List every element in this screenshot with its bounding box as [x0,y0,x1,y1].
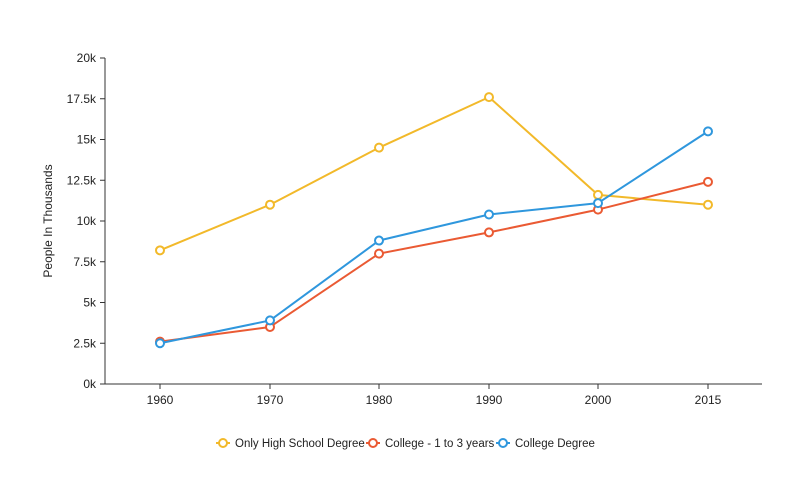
series-3 [155,126,713,349]
legend-item: Only High School Degree [216,438,365,450]
legend: Only High School Degree College - 1 to 3 … [216,438,595,450]
x-tick-label: 1960 [147,393,174,407]
ticks: 0k 2.5k 5k 7.5k 10k 12.5k 15k 17.5k 20k 1960 1970 1… [67,51,722,407]
series-layer [155,92,713,349]
legend-item: College - 1 to 3 years [366,438,495,450]
data-point [703,126,713,137]
data-point [593,198,603,209]
series-line [159,180,709,343]
x-tick-label: 1970 [257,393,284,407]
data-point [703,176,713,187]
data-point [593,189,603,200]
legend-swatch-marker [498,438,508,448]
legend-label: College Degree [515,438,595,450]
series-line [159,96,709,252]
y-axis-title: People In Thousands [41,164,55,277]
y-tick-label: 12.5k [67,173,97,187]
y-tick-label: 0k [83,377,97,391]
legend-swatch-marker [218,438,228,448]
x-tick-label: 1980 [366,393,393,407]
data-point [374,235,384,246]
data-point [703,199,713,210]
data-point [265,199,275,210]
y-tick-label: 10k [77,214,97,228]
y-tick-label: 2.5k [73,336,97,350]
x-tick-label: 2000 [585,393,612,407]
series-line [159,130,709,345]
data-point [374,248,384,259]
y-tick-label: 7.5k [73,255,97,269]
series-1 [155,92,713,256]
x-tick-label: 2015 [695,393,722,407]
y-axis-title-group: People In Thousands [41,164,55,277]
legend-label: Only High School Degree [235,438,365,450]
legend-label: College - 1 to 3 years [385,438,495,450]
data-point [374,142,384,153]
y-tick-label: 15k [77,133,97,147]
series-2 [155,176,713,347]
y-tick-label: 17.5k [67,92,97,106]
data-point [484,92,494,103]
data-point [155,245,165,256]
legend-item: College Degree [496,438,595,450]
y-tick-label: 20k [77,51,97,65]
legend-swatch-marker [368,438,378,448]
x-tick-label: 1990 [476,393,503,407]
data-point [265,315,275,326]
data-point [484,209,494,220]
data-point [155,338,165,349]
data-point [484,227,494,238]
y-tick-label: 5k [83,296,97,310]
